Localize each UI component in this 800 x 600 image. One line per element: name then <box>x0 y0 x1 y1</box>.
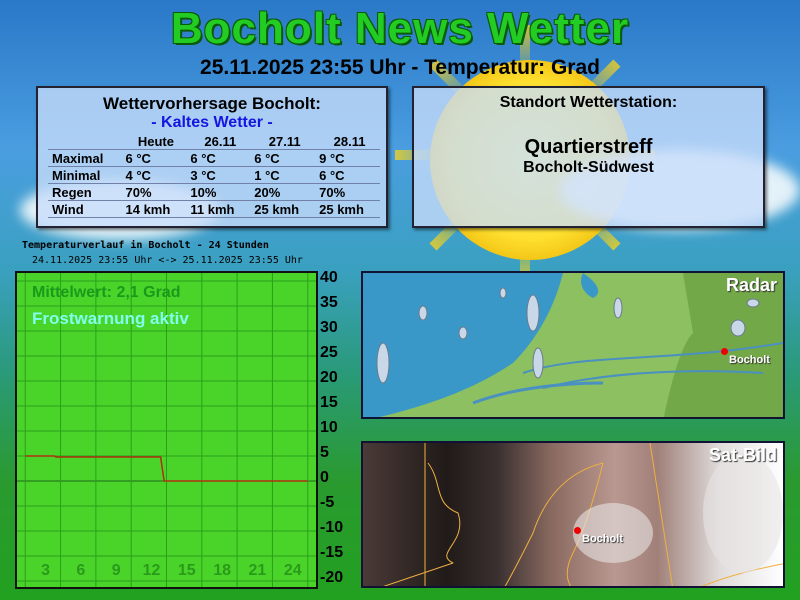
column-header: 27.11 <box>250 134 316 150</box>
location-marker <box>721 348 728 355</box>
radar-map[interactable]: Radar Bocholt <box>361 271 785 419</box>
table-row: Wind 14 kmh 11 kmh 25 kmh 25 kmh <box>48 200 380 218</box>
radar-city-label: Bocholt <box>729 354 770 366</box>
average-annotation: Mittelwert: 2,1 Grad <box>32 284 181 301</box>
station-title: Standort Wetterstation: <box>499 94 678 111</box>
satellite-map-image <box>383 443 783 586</box>
station-location: Bocholt-Südwest <box>523 159 654 176</box>
y-tick-label: 0 <box>320 469 329 486</box>
forecast-summary: - Kaltes Wetter - <box>151 114 273 131</box>
location-marker <box>574 527 581 534</box>
y-tick-label: -20 <box>320 569 344 586</box>
cell: 10% <box>186 183 251 201</box>
x-tick-label: 6 <box>76 562 85 579</box>
row-label: Regen <box>48 183 122 201</box>
forecast-title: Wettervorhersage Bocholt: <box>103 94 321 113</box>
chart-range: 24.11.2025 23:55 Uhr <-> 25.11.2025 23:5… <box>32 255 303 266</box>
forecast-panel: Wettervorhersage Bocholt: - Kaltes Wette… <box>36 86 388 228</box>
cell: 6 °C <box>315 166 380 184</box>
cell: 70% <box>315 183 380 201</box>
y-tick-label: 5 <box>320 444 329 461</box>
y-tick-label: -10 <box>320 519 344 536</box>
current-datetime-temperature: 25.11.2025 23:55 Uhr - Temperatur: Grad <box>200 56 600 79</box>
cell: 3 °C <box>186 166 251 184</box>
cell: 1 °C <box>250 166 316 184</box>
satellite-city-label: Bocholt <box>582 533 623 545</box>
cell: 6 °C <box>186 149 251 167</box>
y-tick-label: -15 <box>320 544 344 561</box>
cell: 6 °C <box>250 149 316 167</box>
y-tick-label: 10 <box>320 419 338 436</box>
y-tick-label: 30 <box>320 319 338 336</box>
cell: 20% <box>250 183 316 201</box>
cell: 6 °C <box>121 149 187 167</box>
column-header: 26.11 <box>186 134 251 150</box>
x-tick-label: 18 <box>213 562 231 579</box>
y-tick-label: 35 <box>320 294 338 311</box>
x-tick-label: 3 <box>41 562 50 579</box>
temperature-series-line <box>25 455 308 482</box>
x-tick-label: 9 <box>112 562 121 579</box>
radar-label: Radar <box>725 275 777 295</box>
cell: 70% <box>121 183 187 201</box>
satellite-map[interactable]: Sat-Bild Bocholt <box>361 441 785 588</box>
chart-plot: 3 6 9 12 15 18 21 24 <box>17 273 316 587</box>
y-tick-label: -5 <box>320 494 335 511</box>
row-label: Maximal <box>48 149 122 167</box>
column-header <box>48 134 122 150</box>
cell: 9 °C <box>315 149 380 167</box>
x-tick-label: 12 <box>143 562 161 579</box>
cell: 14 kmh <box>121 200 187 218</box>
x-tick-label: 21 <box>249 562 267 579</box>
forecast-table: Heute 26.11 27.11 28.11 Maximal 6 °C 6 °C 6… <box>48 134 380 218</box>
cell: 11 kmh <box>186 200 251 218</box>
y-tick-label: 15 <box>320 394 338 411</box>
temperature-chart: 3 6 9 12 15 18 21 24 Mittelwert: 2,1 Grad Frost… <box>15 271 318 589</box>
y-tick-label: 40 <box>320 269 338 286</box>
site-title: Bocholt News Wetter <box>170 4 630 53</box>
row-label: Minimal <box>48 166 122 184</box>
column-header: Heute <box>121 134 187 150</box>
cell: 25 kmh <box>250 200 316 218</box>
chart-title: Temperaturverlauf in Bocholt - 24 Stunde… <box>22 240 269 251</box>
satellite-label: Sat-Bild <box>708 445 777 465</box>
table-row: Minimal 4 °C 3 °C 1 °C 6 °C <box>48 166 380 184</box>
x-tick-label: 15 <box>178 562 196 579</box>
table-header-row: Heute 26.11 27.11 28.11 <box>48 134 380 150</box>
y-tick-label: 20 <box>320 369 338 386</box>
row-label: Wind <box>48 200 122 218</box>
x-tick-label: 24 <box>284 562 302 579</box>
cell: 25 kmh <box>315 200 380 218</box>
cell: 4 °C <box>121 166 187 184</box>
frost-warning: Frostwarnung aktiv <box>32 309 189 328</box>
y-tick-label: 25 <box>320 344 338 361</box>
column-header: 28.11 <box>315 134 380 150</box>
table-row: Maximal 6 °C 6 °C 6 °C 9 °C <box>48 149 380 167</box>
table-row: Regen 70% 10% 20% 70% <box>48 183 380 201</box>
station-name: Quartierstreff <box>524 136 653 158</box>
station-panel: Standort Wetterstation: Quartierstreff B… <box>412 86 765 228</box>
radar-map-image <box>363 273 783 417</box>
